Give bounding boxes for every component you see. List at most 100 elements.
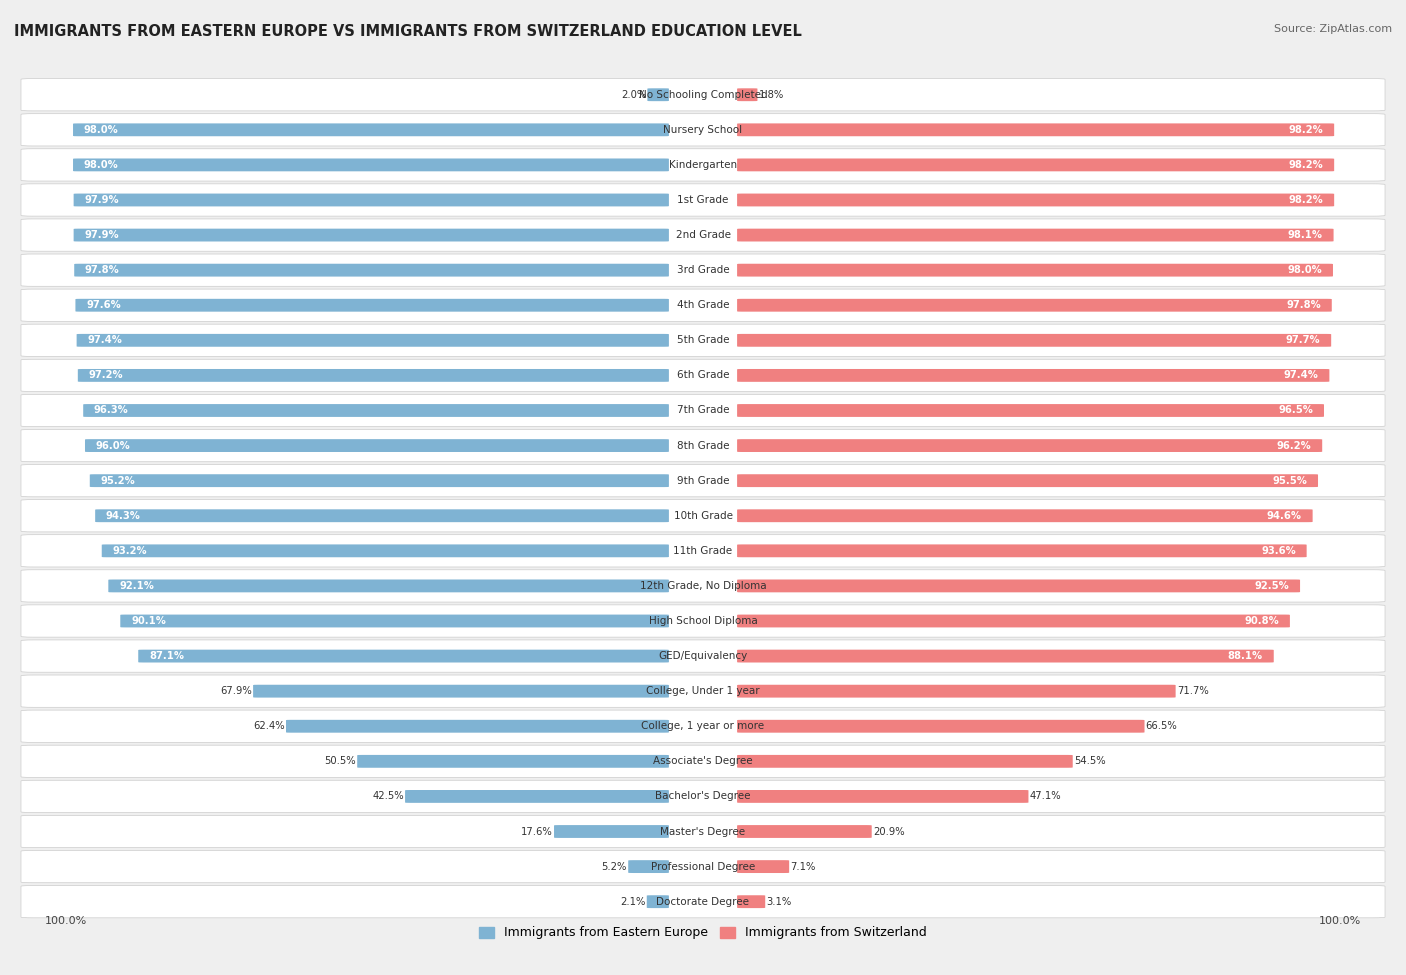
Text: High School Diploma: High School Diploma: [648, 616, 758, 626]
FancyBboxPatch shape: [737, 263, 1333, 277]
Text: College, 1 year or more: College, 1 year or more: [641, 722, 765, 731]
FancyBboxPatch shape: [21, 79, 1385, 111]
FancyBboxPatch shape: [737, 333, 1331, 347]
Text: 100.0%: 100.0%: [1319, 916, 1361, 926]
Text: 66.5%: 66.5%: [1146, 722, 1177, 731]
FancyBboxPatch shape: [737, 194, 1334, 207]
FancyBboxPatch shape: [737, 825, 872, 838]
FancyBboxPatch shape: [21, 219, 1385, 252]
FancyBboxPatch shape: [73, 229, 669, 242]
FancyBboxPatch shape: [737, 439, 1322, 452]
FancyBboxPatch shape: [96, 509, 669, 523]
Text: 5.2%: 5.2%: [602, 862, 627, 872]
FancyBboxPatch shape: [21, 815, 1385, 847]
FancyBboxPatch shape: [21, 149, 1385, 181]
Text: 50.5%: 50.5%: [325, 757, 356, 766]
FancyBboxPatch shape: [21, 359, 1385, 392]
Text: 54.5%: 54.5%: [1074, 757, 1105, 766]
Text: 90.1%: 90.1%: [131, 616, 166, 626]
FancyBboxPatch shape: [647, 89, 669, 101]
Text: 2nd Grade: 2nd Grade: [675, 230, 731, 240]
FancyBboxPatch shape: [628, 860, 669, 873]
FancyBboxPatch shape: [737, 159, 1334, 172]
Text: 8th Grade: 8th Grade: [676, 441, 730, 450]
Text: 90.8%: 90.8%: [1244, 616, 1279, 626]
Text: 97.8%: 97.8%: [84, 265, 120, 275]
FancyBboxPatch shape: [737, 755, 1073, 767]
FancyBboxPatch shape: [21, 780, 1385, 812]
Text: 2.1%: 2.1%: [620, 897, 645, 907]
FancyBboxPatch shape: [21, 640, 1385, 672]
Text: 95.5%: 95.5%: [1272, 476, 1308, 486]
FancyBboxPatch shape: [737, 720, 1144, 732]
Text: 98.1%: 98.1%: [1288, 230, 1323, 240]
Text: 96.5%: 96.5%: [1278, 406, 1313, 415]
FancyBboxPatch shape: [737, 614, 1289, 628]
FancyBboxPatch shape: [737, 684, 1175, 697]
Text: Master's Degree: Master's Degree: [661, 827, 745, 837]
FancyBboxPatch shape: [73, 194, 669, 207]
FancyBboxPatch shape: [21, 464, 1385, 497]
Text: 10th Grade: 10th Grade: [673, 511, 733, 521]
FancyBboxPatch shape: [77, 369, 669, 382]
Text: 96.3%: 96.3%: [94, 406, 129, 415]
Text: 1st Grade: 1st Grade: [678, 195, 728, 205]
FancyBboxPatch shape: [285, 720, 669, 732]
Text: 94.6%: 94.6%: [1267, 511, 1302, 521]
Text: 98.0%: 98.0%: [84, 125, 118, 135]
Text: 98.0%: 98.0%: [1288, 265, 1322, 275]
FancyBboxPatch shape: [76, 298, 669, 312]
FancyBboxPatch shape: [21, 604, 1385, 637]
Text: 97.8%: 97.8%: [1286, 300, 1322, 310]
Text: College, Under 1 year: College, Under 1 year: [647, 686, 759, 696]
FancyBboxPatch shape: [90, 474, 669, 488]
Text: 17.6%: 17.6%: [522, 827, 553, 837]
FancyBboxPatch shape: [21, 745, 1385, 777]
Text: 94.3%: 94.3%: [105, 511, 141, 521]
Text: 95.2%: 95.2%: [101, 476, 135, 486]
FancyBboxPatch shape: [21, 675, 1385, 707]
Text: 5th Grade: 5th Grade: [676, 335, 730, 345]
Text: 97.4%: 97.4%: [1284, 370, 1319, 380]
Text: 98.2%: 98.2%: [1289, 125, 1323, 135]
FancyBboxPatch shape: [76, 333, 669, 347]
Text: 3.1%: 3.1%: [766, 897, 792, 907]
FancyBboxPatch shape: [121, 614, 669, 628]
FancyBboxPatch shape: [138, 649, 669, 662]
Text: Professional Degree: Professional Degree: [651, 862, 755, 872]
Text: 6th Grade: 6th Grade: [676, 370, 730, 380]
FancyBboxPatch shape: [737, 895, 765, 908]
FancyBboxPatch shape: [21, 290, 1385, 322]
Text: 7th Grade: 7th Grade: [676, 406, 730, 415]
Text: Associate's Degree: Associate's Degree: [654, 757, 752, 766]
Text: 92.5%: 92.5%: [1254, 581, 1289, 591]
Text: 97.4%: 97.4%: [87, 335, 122, 345]
Text: 2.0%: 2.0%: [621, 90, 647, 99]
Text: 97.6%: 97.6%: [86, 300, 121, 310]
Text: 3rd Grade: 3rd Grade: [676, 265, 730, 275]
FancyBboxPatch shape: [554, 825, 669, 838]
FancyBboxPatch shape: [737, 369, 1330, 382]
FancyBboxPatch shape: [73, 159, 669, 172]
FancyBboxPatch shape: [21, 324, 1385, 357]
FancyBboxPatch shape: [73, 124, 669, 136]
Text: 96.0%: 96.0%: [96, 441, 131, 450]
Text: 67.9%: 67.9%: [221, 686, 252, 696]
FancyBboxPatch shape: [737, 790, 1028, 802]
Text: 88.1%: 88.1%: [1227, 651, 1263, 661]
Text: Bachelor's Degree: Bachelor's Degree: [655, 792, 751, 801]
FancyBboxPatch shape: [647, 895, 669, 908]
Text: 98.2%: 98.2%: [1289, 160, 1323, 170]
FancyBboxPatch shape: [83, 404, 669, 417]
FancyBboxPatch shape: [21, 184, 1385, 216]
Text: 98.0%: 98.0%: [84, 160, 118, 170]
FancyBboxPatch shape: [21, 499, 1385, 532]
Text: Kindergarten: Kindergarten: [669, 160, 737, 170]
FancyBboxPatch shape: [21, 429, 1385, 462]
Text: Nursery School: Nursery School: [664, 125, 742, 135]
FancyBboxPatch shape: [737, 298, 1331, 312]
FancyBboxPatch shape: [737, 404, 1324, 417]
Text: 93.6%: 93.6%: [1261, 546, 1296, 556]
Text: 9th Grade: 9th Grade: [676, 476, 730, 486]
FancyBboxPatch shape: [21, 254, 1385, 287]
